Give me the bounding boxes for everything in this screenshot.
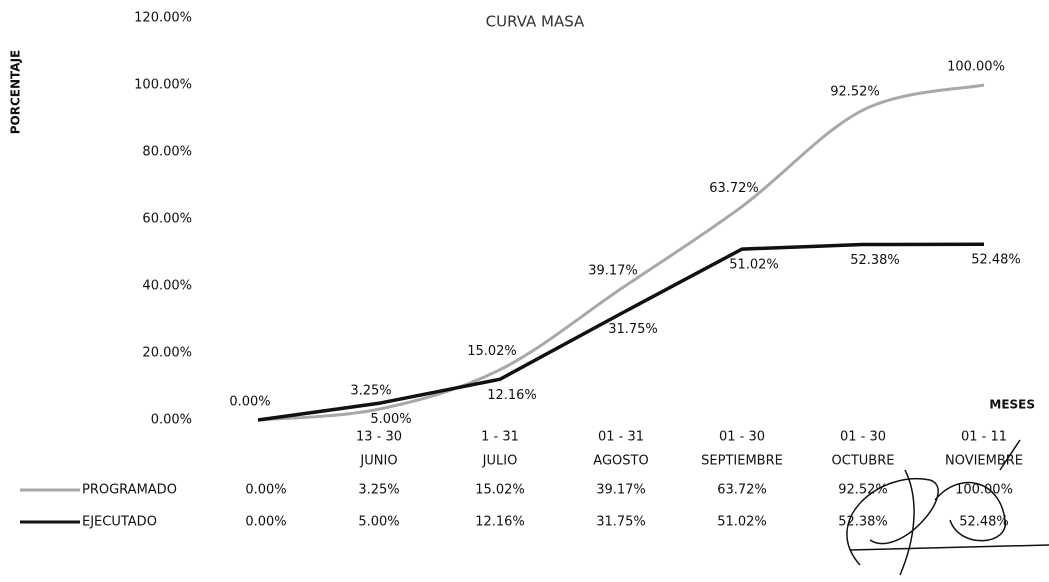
y-tick-label: 0.00% [151,413,192,428]
x-tick-label: 01 - 11 [961,430,1007,445]
x-tick-label: 01 - 30 [840,430,886,445]
table-cell: 52.48% [959,515,1009,530]
table-cell: 31.75% [596,515,646,530]
data-label: 15.02% [467,344,517,359]
table-cell: 51.02% [717,515,767,530]
chart-title: CURVA MASA [486,13,585,31]
x-tick-label: 13 - 30 [356,430,402,445]
x-tick-label: JULIO [482,454,518,469]
data-label: 39.17% [588,263,638,278]
x-tick-label: OCTUBRE [832,454,895,469]
table-cell: 92.52% [838,483,888,498]
data-label: 51.02% [729,258,779,273]
data-label: 12.16% [487,388,537,403]
signature [846,439,1049,576]
table-cell: 39.17% [596,483,646,498]
table-cell: 15.02% [475,483,525,498]
y-tick-label: 80.00% [142,145,192,160]
x-tick-label: 01 - 30 [719,430,765,445]
y-tick-label: 100.00% [134,78,192,93]
x-tick-label: JUNIO [359,454,397,469]
table-cell: 63.72% [717,483,767,498]
data-label: 5.00% [370,412,411,427]
legend-label: EJECUTADO [82,515,157,530]
x-tick-label: AGOSTO [593,454,648,469]
data-label: 31.75% [608,322,658,337]
y-tick-label: 120.00% [134,11,192,26]
table-cell: 52.38% [838,515,888,530]
x-tick-label: SEPTIEMBRE [701,454,783,469]
data-label: 3.25% [350,384,391,399]
data-label: 63.72% [709,181,759,196]
table-cell: 0.00% [245,515,286,530]
data-label: 92.52% [830,85,880,100]
y-tick-label: 40.00% [142,279,192,294]
data-label: 0.00% [229,395,270,410]
legend-label: PROGRAMADO [82,483,177,498]
x-tick-label: 01 - 31 [598,430,644,445]
table-cell: 0.00% [245,483,286,498]
table-cell: 100.00% [955,483,1013,498]
series-line [257,83,985,422]
x-tick-label: 1 - 31 [481,430,519,445]
x-axis-title: MESES [989,398,1035,412]
data-label: 100.00% [947,60,1005,75]
x-tick-label: NOVIEMBRE [945,454,1023,469]
y-tick-label: 20.00% [142,346,192,361]
data-label: 52.38% [850,253,900,268]
table-cell: 5.00% [358,515,399,530]
y-axis-title: PORCENTAJE [9,50,23,135]
table-cell: 12.16% [475,515,525,530]
data-label: 52.48% [971,253,1021,268]
y-tick-label: 60.00% [142,212,192,227]
table-cell: 3.25% [358,483,399,498]
series-line [257,242,985,422]
